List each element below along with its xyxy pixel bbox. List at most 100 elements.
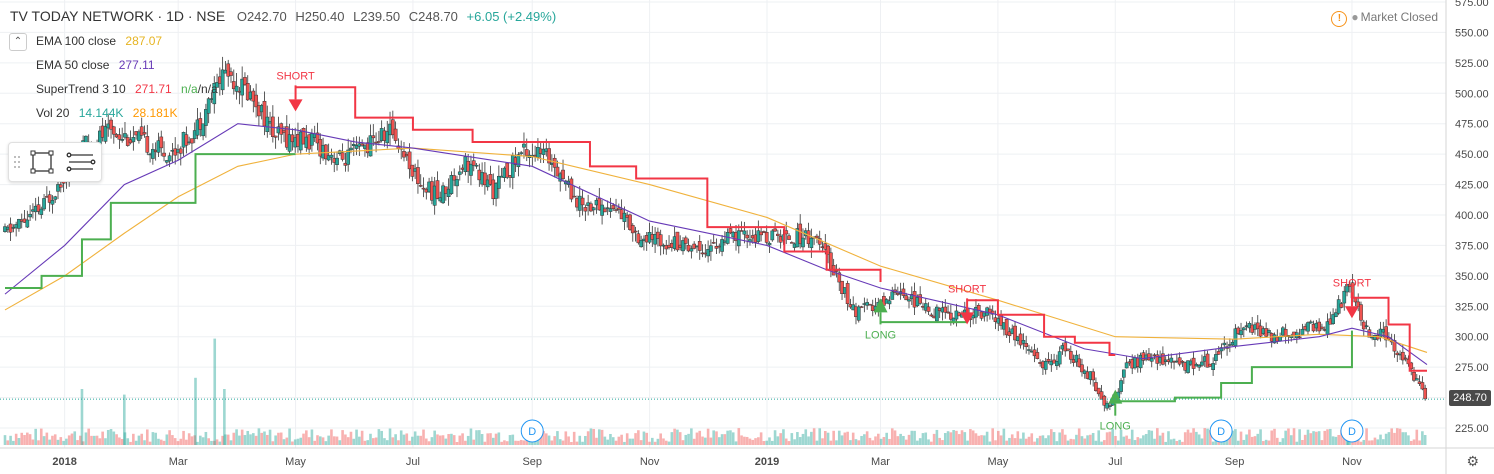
- volume-bar: [818, 428, 822, 445]
- volume-bar: [1329, 428, 1332, 445]
- candle: [287, 134, 292, 152]
- volume-bar: [223, 389, 226, 445]
- volume-bar: [1287, 428, 1290, 445]
- candle: [497, 175, 501, 189]
- volume-bar: [592, 428, 596, 445]
- volume-bar: [1264, 439, 1268, 445]
- volume-bar: [1259, 429, 1262, 445]
- candle: [1205, 353, 1210, 368]
- volume-bar: [39, 428, 43, 445]
- warning-icon[interactable]: !: [1331, 11, 1348, 27]
- volume-bar: [1183, 432, 1187, 445]
- volume-bar: [218, 441, 222, 445]
- volume-bar: [1303, 434, 1307, 445]
- volume-bar: [104, 438, 107, 445]
- candle: [354, 145, 359, 149]
- candle: [949, 312, 953, 320]
- volume-bar: [1301, 439, 1304, 445]
- candle: [1241, 327, 1246, 331]
- volume-bar: [1273, 428, 1276, 445]
- market-status[interactable]: ! ● Market Closed: [1331, 10, 1438, 27]
- chevron-up-icon[interactable]: ⌃: [9, 33, 27, 51]
- candle: [421, 187, 426, 190]
- drag-handle-icon[interactable]: [14, 156, 20, 168]
- short-signal-arrow: [960, 312, 975, 325]
- volume-bar: [469, 428, 473, 445]
- candle: [137, 131, 141, 141]
- indicator-ema50[interactable]: EMA 50 close 277.11: [36, 58, 155, 72]
- candle: [449, 175, 454, 194]
- volume-bar: [597, 429, 601, 445]
- volume-bar: [436, 434, 439, 445]
- x-tick-label: Sep: [1225, 456, 1245, 468]
- candle: [1420, 382, 1425, 390]
- candle: [1200, 361, 1204, 366]
- volume-bar: [288, 428, 291, 445]
- candle: [603, 208, 607, 213]
- candle: [720, 239, 724, 252]
- volume-bar: [45, 432, 49, 445]
- volume-bar: [999, 435, 1003, 445]
- volume-bar: [1382, 439, 1385, 445]
- volume-bar: [79, 435, 82, 445]
- candle: [167, 155, 172, 162]
- volume-bar: [1398, 428, 1402, 445]
- candle: [1214, 354, 1218, 361]
- volume-bar: [1197, 434, 1201, 445]
- candle: [1004, 318, 1009, 336]
- volume-bar: [274, 435, 277, 445]
- volume-bar: [215, 439, 219, 445]
- volume-bar: [885, 432, 888, 445]
- volume-bar: [648, 441, 651, 445]
- lines-tool-icon[interactable]: [66, 152, 96, 172]
- volume-bar: [246, 430, 250, 445]
- symbol-title[interactable]: TV TODAY NETWORK · 1D · NSE: [10, 8, 226, 24]
- indicator-volume[interactable]: Vol 20 14.144K 28.181K: [36, 106, 178, 120]
- volume-bar: [522, 440, 526, 445]
- volume-bar: [589, 428, 593, 445]
- market-status-text: Market Closed: [1360, 10, 1438, 24]
- candle: [541, 148, 546, 155]
- volume-bar: [544, 433, 548, 445]
- indicator-ema100[interactable]: EMA 100 close 287.07: [36, 34, 162, 48]
- volume-bar: [868, 437, 872, 445]
- volume-bar: [1169, 439, 1173, 445]
- volume-bar: [321, 437, 325, 445]
- volume-bar: [765, 440, 769, 445]
- volume-bar: [1211, 441, 1215, 445]
- candle: [1267, 330, 1271, 333]
- volume-bar: [151, 432, 155, 445]
- volume-bar: [53, 434, 57, 445]
- candle: [212, 83, 217, 105]
- volume-bar: [863, 434, 866, 445]
- volume-bar: [784, 438, 788, 445]
- volume-bar: [12, 440, 15, 445]
- volume-bar: [1119, 429, 1123, 445]
- volume-bar: [575, 441, 579, 445]
- volume-bar: [238, 435, 241, 445]
- volume-bar: [620, 434, 623, 445]
- volume-bar: [985, 431, 989, 445]
- volume-bar: [193, 435, 197, 445]
- volume-bar: [720, 434, 724, 445]
- volume-bar: [1016, 431, 1020, 445]
- volume-bar: [1320, 440, 1324, 445]
- volume-bar: [263, 431, 266, 445]
- volume-bar: [254, 435, 258, 445]
- candle: [990, 310, 995, 315]
- volume-bar: [173, 438, 177, 445]
- volume-bar: [80, 389, 84, 445]
- volume-bar: [692, 438, 696, 445]
- volume-bar: [277, 432, 280, 445]
- candle: [1046, 358, 1051, 362]
- volume-bar: [793, 439, 796, 445]
- gear-icon[interactable]: ⚙: [1466, 453, 1479, 469]
- volume-bar: [229, 440, 233, 445]
- volume-bar: [352, 438, 356, 445]
- volume-bar: [606, 439, 609, 445]
- candle: [435, 180, 440, 199]
- rectangle-tool-icon[interactable]: [30, 150, 54, 174]
- volume-bar: [676, 429, 679, 445]
- indicator-supertrend[interactable]: SuperTrend 3 10 271.71 n/a/n/a: [36, 82, 218, 96]
